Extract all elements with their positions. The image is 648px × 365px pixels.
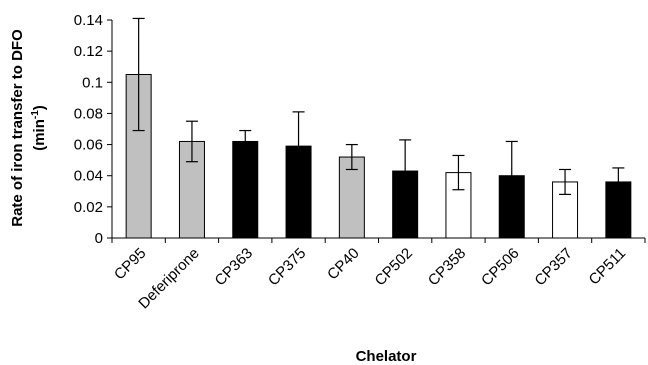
y-tick-label-2: 0.04 (74, 168, 103, 185)
category-label-cp363: CP363 (212, 245, 256, 289)
y-axis-title: Rate of iron transfer to DFO (9, 29, 26, 227)
y-tick-label-4: 0.08 (74, 105, 103, 122)
category-label-cp506: CP506 (478, 245, 522, 289)
y-axis-unit-open: (min (31, 119, 48, 151)
error-bars-group (132, 17, 625, 211)
y-tick-label-1: 0.02 (74, 199, 103, 216)
category-label-cp357: CP357 (531, 245, 575, 289)
y-tick-label-3: 0.06 (74, 137, 103, 154)
category-label-cp358: CP358 (425, 245, 469, 289)
category-label-cp511: CP511 (586, 245, 630, 289)
y-tick-label-5: 0.1 (82, 74, 103, 91)
y-axis-unit: (min-1) (30, 105, 48, 151)
category-label-cp40: CP40 (324, 245, 363, 284)
y-axis-unit-exponent: -1 (30, 110, 41, 119)
bars-group (125, 74, 632, 239)
y-axis: 0 0.02 0.04 0.06 0.08 0.1 0.12 0.14 (74, 12, 113, 247)
y-tick-label-0: 0 (95, 230, 103, 247)
category-label-cp95: CP95 (111, 245, 150, 284)
category-label-cp502: CP502 (372, 245, 416, 289)
y-tick-label-6: 0.12 (74, 43, 103, 60)
x-axis-title: Chelator (356, 348, 417, 365)
x-axis (111, 237, 646, 243)
y-tick-label-7: 0.14 (74, 12, 103, 29)
category-label-cp375: CP375 (265, 245, 309, 289)
y-axis-unit-close: ) (31, 105, 48, 110)
bar-cp40 (338, 156, 365, 239)
bar-cp363 (232, 140, 259, 239)
